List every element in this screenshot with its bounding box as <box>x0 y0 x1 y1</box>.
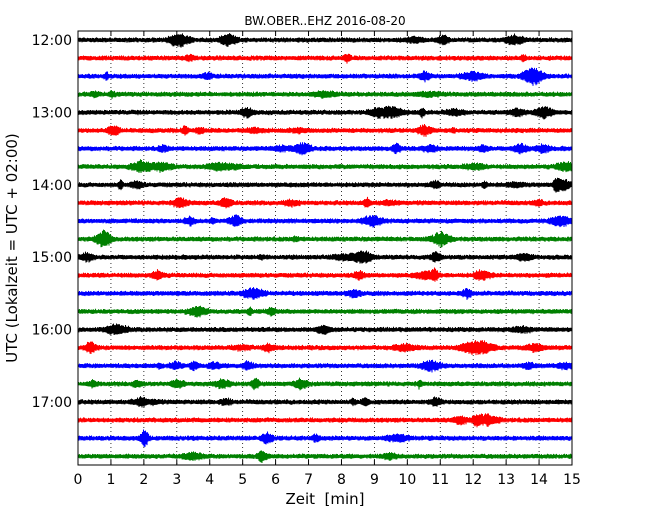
seismogram-trace <box>77 323 573 335</box>
x-axis-label: Zeit [min] <box>285 490 364 508</box>
x-tick-label: 13 <box>497 472 515 488</box>
y-tick-label: 13:00 <box>32 105 72 121</box>
seismogram-trace <box>77 90 573 99</box>
x-tick-label: 6 <box>271 472 280 488</box>
x-tick-label: 11 <box>431 472 449 488</box>
seismogram-trace <box>77 377 573 391</box>
seismogram-trace <box>77 429 573 447</box>
seismogram-trace <box>77 159 573 173</box>
x-tick-label: 3 <box>172 472 181 488</box>
y-tick-label: 16:00 <box>32 323 72 339</box>
x-tick-label: 14 <box>530 472 548 488</box>
plot-frame <box>77 30 573 466</box>
seismogram-trace <box>77 196 573 209</box>
seismogram-trace <box>77 340 573 356</box>
x-tick-label: 9 <box>370 472 379 488</box>
chart-title: BW.OBER..EHZ 2016-08-20 <box>244 14 405 28</box>
x-tick-label: 5 <box>238 472 247 488</box>
seismogram-trace <box>77 214 573 228</box>
seismogram-trace <box>77 67 573 86</box>
x-tick-label: 7 <box>304 472 313 488</box>
y-tick-label: 17:00 <box>32 395 72 411</box>
seismogram-trace <box>77 396 573 408</box>
seismogram-trace <box>77 177 573 193</box>
seismogram-trace <box>77 413 573 428</box>
seismogram-trace <box>77 33 573 48</box>
seismogram-trace <box>77 287 573 300</box>
x-tick-label: 2 <box>139 472 148 488</box>
vertical-grid <box>110 31 540 465</box>
x-tick-label: 12 <box>464 472 482 488</box>
x-tick-label: 10 <box>398 472 416 488</box>
seismogram-trace <box>77 359 573 373</box>
axis-ticks: 0 1 2 3 4 5 6 7 8 9 10 11 12 13 14 1512:0013:0014:0015:… <box>32 31 581 488</box>
seismogram-trace <box>77 305 573 318</box>
seismogram-trace <box>77 105 573 120</box>
seismogram-trace <box>77 142 573 156</box>
seismogram-trace <box>77 450 573 463</box>
y-tick-label: 14:00 <box>32 178 72 194</box>
seismogram-trace <box>77 53 573 64</box>
seismogram-trace <box>77 267 573 282</box>
x-tick-label: 0 <box>74 472 83 488</box>
x-tick-label: 8 <box>337 472 346 488</box>
x-tick-label: 15 <box>563 472 581 488</box>
seismogram-trace <box>77 124 573 137</box>
y-tick-label: 15:00 <box>32 250 72 266</box>
y-tick-label: 12:00 <box>32 33 72 49</box>
x-tick-label: 4 <box>205 472 214 488</box>
seismogram-trace <box>77 250 573 264</box>
seismogram-trace <box>77 229 573 248</box>
seismogram-traces <box>77 33 573 463</box>
y-axis-label: UTC (Lokalzeit = UTC + 02:00) <box>3 133 21 363</box>
x-tick-label: 1 <box>106 472 115 488</box>
